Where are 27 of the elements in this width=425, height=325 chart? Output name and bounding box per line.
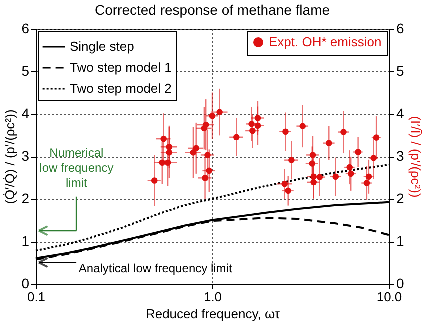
chart-title: Corrected response of methane flame (94, 2, 330, 18)
y2-tick-label: 3 (396, 148, 404, 164)
y2-tick-label: 1 (396, 233, 404, 249)
y-tick-label: 5 (22, 63, 30, 79)
y2-axis-title: (I′/Ī) / (p′/(ρc²)) (408, 116, 424, 198)
y2-tick-label: 5 (396, 63, 404, 79)
y-tick-label: 2 (22, 190, 30, 206)
y2-tick-label: 4 (396, 106, 404, 122)
y-tick-label: 3 (22, 148, 30, 164)
y2-tick-label: 2 (396, 190, 404, 206)
legend-label: Two step model 2 (70, 81, 172, 96)
y2-tick-label: 6 (396, 20, 404, 36)
y-axis-title: (Q̇′/Q̇) / (p′/(ρc²)) (2, 110, 18, 204)
y-tick-label: 4 (22, 106, 30, 122)
legend-label: Two step model 1 (70, 60, 172, 75)
x-tick-label: 1.0 (204, 290, 222, 304)
x-tick-label: 10.0 (376, 290, 402, 304)
annotation: Numerical low frequency limit (40, 146, 114, 190)
y-tick-label: 1 (22, 233, 30, 249)
annotation: Analytical low frequency limit (78, 261, 233, 276)
legend-label: Single step (70, 39, 134, 54)
y-tick-label: 6 (22, 20, 30, 36)
y2-tick-label: 0 (396, 276, 404, 292)
x-tick-label: 0.1 (27, 290, 46, 304)
x-axis-title: Reduced frequency, ωτ (146, 306, 281, 322)
y-tick-label: 0 (22, 276, 30, 292)
legend-label: Expt. OH* emission (269, 34, 382, 50)
